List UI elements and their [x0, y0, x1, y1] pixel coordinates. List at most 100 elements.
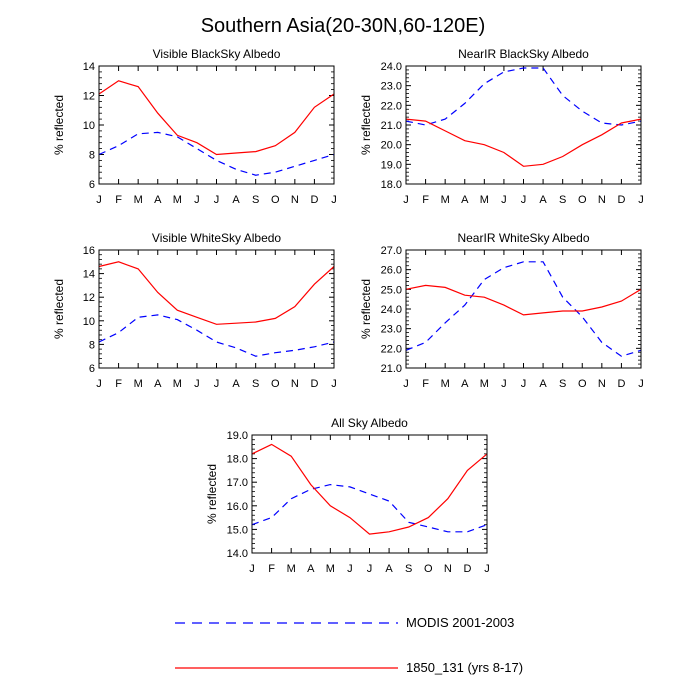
x-tick-label: A — [539, 378, 547, 390]
series-line-model — [98, 80, 335, 156]
series-line-modis — [251, 483, 488, 533]
y-tick-label: 6 — [89, 179, 95, 191]
x-tick-label: D — [310, 378, 318, 390]
x-tick-label: S — [405, 563, 412, 575]
y-tick-label: 24.0 — [381, 304, 402, 316]
x-tick-label: M — [287, 563, 296, 575]
x-tick-label: O — [424, 563, 433, 575]
y-tick-label: 22.0 — [381, 343, 402, 355]
x-tick-label: N — [291, 194, 299, 206]
y-tick-label: 17.0 — [227, 477, 248, 489]
x-tick-label: M — [173, 378, 182, 390]
legend-label-modis: MODIS 2001-2003 — [406, 615, 514, 630]
panel-title: Visible BlackSky Albedo — [153, 47, 281, 61]
x-tick-label: O — [578, 194, 587, 206]
plot-frame — [405, 65, 642, 185]
x-tick-label: J — [194, 194, 200, 206]
panel-title: All Sky Albedo — [331, 416, 408, 430]
x-tick-label: M — [134, 194, 143, 206]
x-tick-label: A — [232, 194, 240, 206]
y-tick-label: 14.0 — [227, 548, 248, 560]
y-tick-label: 21.0 — [381, 120, 402, 132]
x-tick-label: J — [214, 194, 220, 206]
figure-title: Southern Asia(20-30N,60-120E) — [201, 15, 486, 37]
y-axis-label: % reflected — [205, 464, 219, 524]
y-tick-label: 10 — [83, 120, 95, 132]
panels: Visible BlackSky Albedo % reflected 6 8 10 12… — [52, 47, 644, 575]
x-tick-label: S — [252, 194, 259, 206]
panel-1: Visible BlackSky Albedo % reflected 6 8 10 12… — [52, 47, 337, 206]
x-tick-label: M — [441, 378, 450, 390]
x-tick-label: A — [154, 194, 162, 206]
x-tick-label: N — [598, 378, 606, 390]
x-tick-label: F — [115, 194, 122, 206]
x-tick-label: F — [268, 563, 275, 575]
y-tick-label: 12 — [83, 292, 95, 304]
legend-label-model: 1850_131 (yrs 8-17) — [406, 660, 523, 675]
x-tick-label: A — [385, 563, 393, 575]
y-tick-label: 27.0 — [381, 245, 402, 257]
x-tick-label: M — [480, 378, 489, 390]
x-tick-label: M — [326, 563, 335, 575]
series-line-modis — [405, 67, 642, 126]
x-tick-label: J — [249, 563, 255, 575]
x-tick-label: J — [214, 378, 220, 390]
x-tick-label: A — [154, 378, 162, 390]
x-tick-label: O — [578, 378, 587, 390]
y-tick-label: 16.0 — [227, 501, 248, 513]
series-line-modis — [98, 314, 335, 357]
x-tick-label: J — [403, 194, 409, 206]
x-tick-label: J — [521, 378, 527, 390]
y-tick-label: 8 — [89, 150, 95, 162]
x-tick-label: J — [501, 378, 507, 390]
panel-5: All Sky Albedo % reflected 14.0 15.0 16.0 17.… — [205, 416, 490, 575]
plot-frame — [251, 434, 488, 554]
x-tick-label: A — [232, 378, 240, 390]
series-line-model — [251, 443, 488, 535]
x-tick-label: J — [638, 194, 644, 206]
y-tick-label: 14 — [83, 61, 95, 73]
y-tick-label: 22.0 — [381, 100, 402, 112]
x-tick-label: S — [559, 378, 566, 390]
y-axis-label: % reflected — [359, 95, 373, 155]
series-line-model — [405, 284, 642, 316]
y-tick-label: 20.0 — [381, 140, 402, 152]
x-tick-label: J — [367, 563, 373, 575]
y-tick-label: 19.0 — [227, 430, 248, 442]
y-tick-label: 23.0 — [381, 81, 402, 93]
x-tick-label: M — [480, 194, 489, 206]
y-tick-label: 26.0 — [381, 265, 402, 277]
panel-title: Visible WhiteSky Albedo — [152, 231, 282, 245]
x-tick-label: D — [617, 378, 625, 390]
y-tick-label: 16 — [83, 245, 95, 257]
panel-title: NearIR BlackSky Albedo — [458, 47, 589, 61]
x-tick-label: J — [347, 563, 353, 575]
x-tick-label: M — [441, 194, 450, 206]
y-axis-label: % reflected — [359, 279, 373, 339]
y-tick-label: 23.0 — [381, 324, 402, 336]
x-tick-label: A — [539, 194, 547, 206]
x-tick-label: F — [115, 378, 122, 390]
x-tick-label: O — [271, 194, 280, 206]
panel-title: NearIR WhiteSky Albedo — [457, 231, 589, 245]
x-tick-label: J — [501, 194, 507, 206]
y-tick-label: 12 — [83, 91, 95, 103]
y-axis-label: % reflected — [52, 279, 66, 339]
x-tick-label: J — [331, 378, 337, 390]
x-tick-label: N — [598, 194, 606, 206]
y-tick-label: 19.0 — [381, 159, 402, 171]
x-tick-label: J — [194, 378, 200, 390]
y-axis-label: % reflected — [52, 95, 66, 155]
x-tick-label: J — [331, 194, 337, 206]
x-tick-label: O — [271, 378, 280, 390]
x-tick-label: J — [96, 194, 102, 206]
legend: MODIS 2001-2003 1850_131 (yrs 8-17) — [175, 615, 523, 675]
x-tick-label: N — [444, 563, 452, 575]
x-tick-label: M — [173, 194, 182, 206]
x-tick-label: A — [461, 194, 469, 206]
y-tick-label: 8 — [89, 339, 95, 351]
x-tick-label: S — [252, 378, 259, 390]
x-tick-label: A — [461, 378, 469, 390]
y-tick-label: 6 — [89, 363, 95, 375]
y-tick-label: 24.0 — [381, 61, 402, 73]
